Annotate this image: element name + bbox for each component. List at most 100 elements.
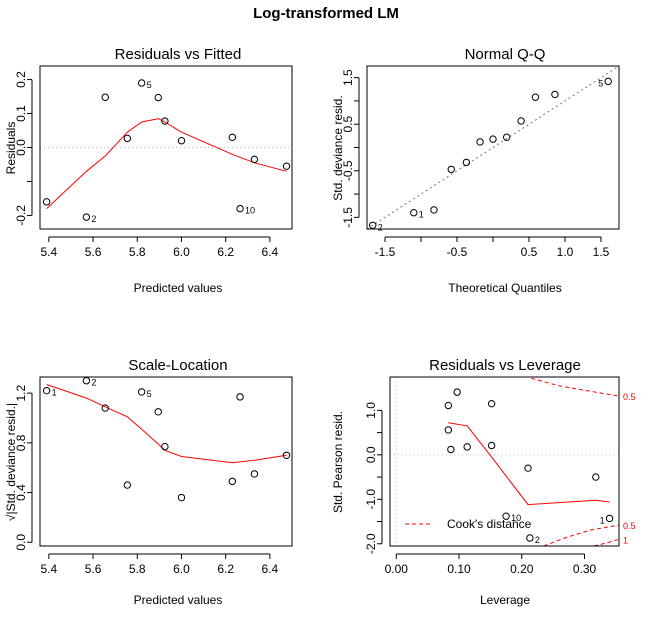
x-tick-label: 0.00 xyxy=(385,562,409,576)
panel-title: Scale-Location xyxy=(128,357,227,374)
data-point xyxy=(453,388,461,396)
data-point xyxy=(250,155,259,164)
data-point xyxy=(605,514,614,523)
contour-label: 0.5 xyxy=(623,521,636,531)
data-point xyxy=(592,473,600,481)
point-label: 5 xyxy=(598,78,603,88)
data-point xyxy=(282,451,291,459)
x-tick-label: 5.8 xyxy=(129,245,146,259)
point-label: 2 xyxy=(535,535,540,545)
data-point xyxy=(236,393,244,401)
scale-location-panel: Scale-Location Predicted values √|Std. d… xyxy=(4,357,293,607)
y-tick-label: -0.2 xyxy=(14,205,28,226)
point-label: 2 xyxy=(91,214,96,224)
data-point xyxy=(489,135,497,143)
data-point xyxy=(42,386,51,395)
data-point xyxy=(250,470,259,478)
data-point xyxy=(531,93,540,101)
data-point xyxy=(462,158,471,167)
smooth-line xyxy=(46,118,287,209)
x-tick-label: 5.4 xyxy=(40,562,57,576)
y-tick-label: 1.2 xyxy=(14,384,28,401)
x-tick-label: 1.0 xyxy=(557,245,574,259)
point-label: 2 xyxy=(91,378,96,388)
x-tick-label: 0.30 xyxy=(573,562,597,576)
y-tick-label: 0.8 xyxy=(14,434,28,451)
x-axis-label: Predicted values xyxy=(134,281,223,295)
y-tick-label: 0.1 xyxy=(14,105,28,122)
y-tick-label: 1.5 xyxy=(341,69,355,86)
x-tick-label: 6.0 xyxy=(173,562,190,576)
point-label: 1 xyxy=(419,210,424,220)
data-point xyxy=(177,493,186,502)
data-point xyxy=(123,134,132,143)
data-point xyxy=(526,534,534,542)
y-tick-label: 0.5 xyxy=(341,116,355,133)
x-tick-label: 6.2 xyxy=(217,245,234,259)
y-axis-label: Residuals xyxy=(4,122,18,175)
smooth-line xyxy=(46,384,287,464)
data-point xyxy=(444,401,453,410)
data-point xyxy=(42,198,51,206)
y-tick-label: 0.0 xyxy=(364,446,378,463)
data-point xyxy=(476,138,484,146)
data-point xyxy=(487,399,496,408)
plot-frame xyxy=(39,376,293,547)
y-tick-label: 0.0 xyxy=(14,534,28,551)
qq-reference-line xyxy=(367,66,619,229)
data-point xyxy=(161,117,169,125)
data-point xyxy=(236,204,244,213)
x-tick-label: 0.5 xyxy=(521,245,538,259)
point-label: 5 xyxy=(147,80,152,90)
plot-frame xyxy=(39,65,293,230)
point-label: 2 xyxy=(378,222,383,232)
cooks-distance-contour xyxy=(543,524,619,546)
plot-area xyxy=(40,118,292,209)
residuals-vs-fitted-panel: Residuals vs Fitted Predicted values Res… xyxy=(4,46,293,295)
data-point xyxy=(447,165,455,174)
x-tick-label: 6.0 xyxy=(173,245,190,259)
data-point xyxy=(410,209,418,217)
y-axis-label: Std. deviance resid. xyxy=(331,95,345,200)
x-tick-label: -0.5 xyxy=(447,245,468,259)
data-point xyxy=(447,445,455,454)
normal-qq-panel: Normal Q-Q Theoretical Quantiles Std. de… xyxy=(331,46,620,295)
cooks-distance-contour xyxy=(593,538,619,546)
x-tick-label: 5.6 xyxy=(85,562,102,576)
point-label: 1 xyxy=(600,515,605,525)
legend-label: Cook's distance xyxy=(447,517,532,531)
y-axis-label: Std. Pearson resid. xyxy=(331,411,345,513)
x-tick-label: 6.2 xyxy=(217,562,234,576)
data-point xyxy=(463,443,471,451)
x-tick-label: 1.5 xyxy=(593,245,610,259)
x-tick-label: 5.6 xyxy=(85,245,102,259)
data-point xyxy=(82,377,91,385)
x-tick-label: 5.4 xyxy=(40,245,57,259)
y-tick-label: -1.0 xyxy=(364,489,378,510)
data-point xyxy=(154,93,162,102)
point-label: 10 xyxy=(511,513,521,523)
y-tick-label: -0.5 xyxy=(341,160,355,181)
x-axis-label: Leverage xyxy=(480,593,530,607)
data-point xyxy=(517,117,525,125)
cooks-distance-legend: Cook's distance xyxy=(405,517,532,531)
data-point xyxy=(369,221,377,229)
panel-title: Normal Q-Q xyxy=(465,46,546,63)
smooth-line xyxy=(448,422,610,506)
x-tick-label: 0.10 xyxy=(447,562,471,576)
y-tick-label: -1.5 xyxy=(341,207,355,228)
point-label: 1 xyxy=(52,388,57,398)
data-point xyxy=(487,441,496,450)
data-point xyxy=(282,162,291,170)
point-label: 5 xyxy=(147,389,152,399)
residuals-vs-leverage-panel: Residuals vs Leverage Leverage Std. Pear… xyxy=(331,357,636,607)
x-tick-label: -1.5 xyxy=(375,245,396,259)
contour-label: 0.5 xyxy=(623,392,636,402)
data-point xyxy=(123,481,132,489)
data-point xyxy=(228,477,237,486)
x-tick-label: 6.4 xyxy=(262,562,279,576)
data-point xyxy=(82,213,91,221)
data-point xyxy=(502,512,510,520)
data-point xyxy=(430,206,438,214)
